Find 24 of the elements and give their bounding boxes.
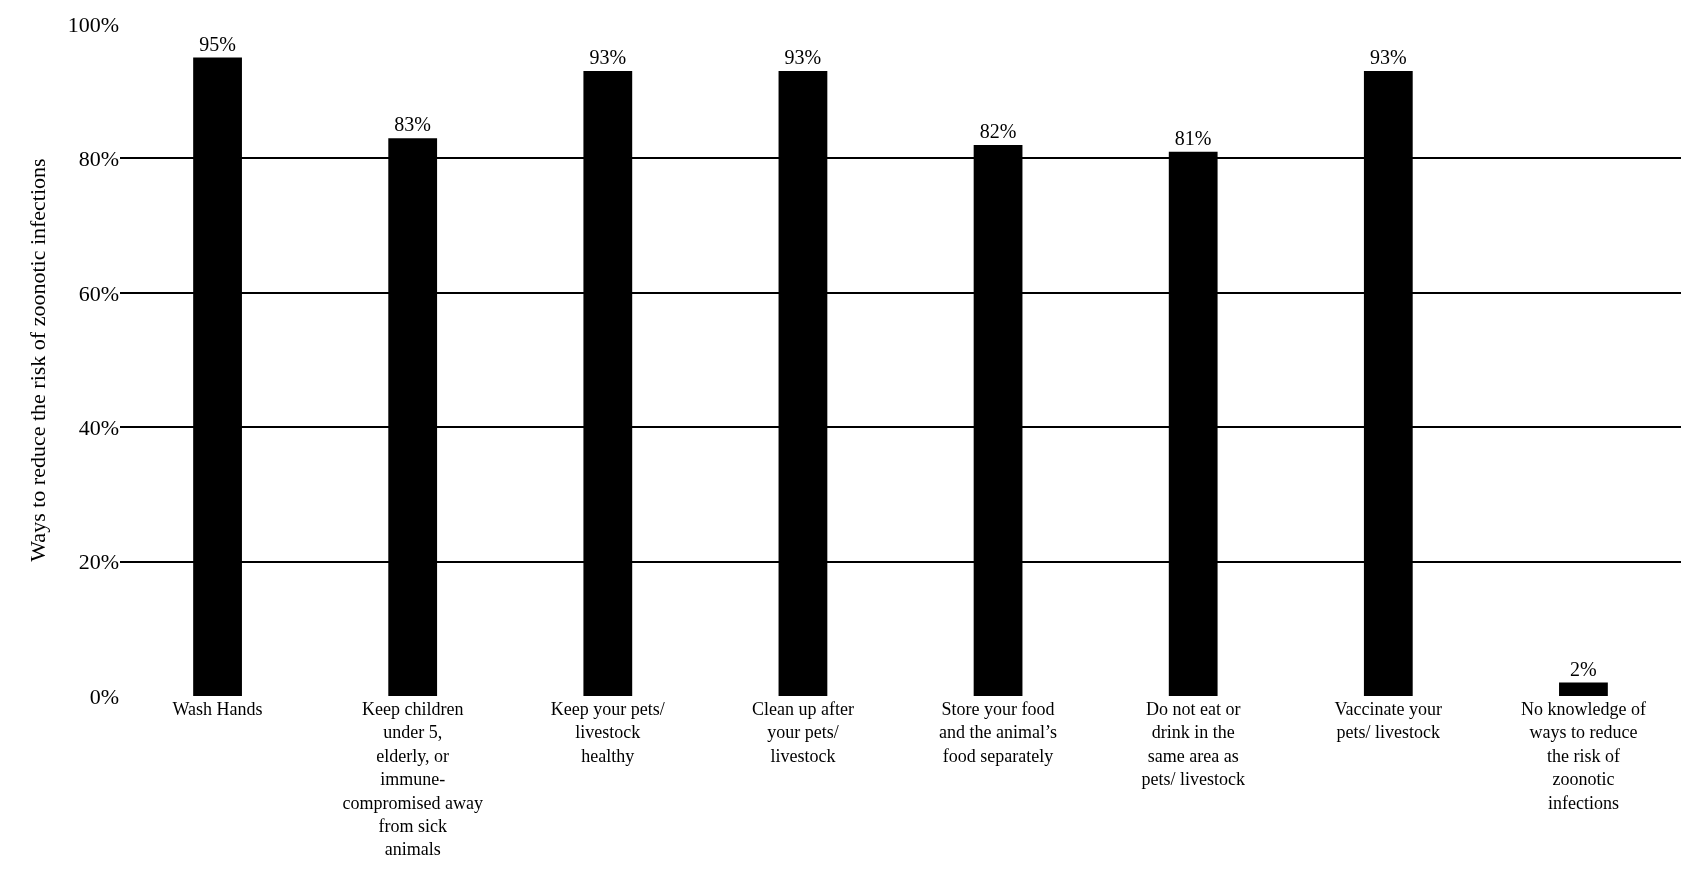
y-tick-label: 20% [78, 549, 119, 575]
data-label: 82% [979, 119, 1017, 142]
data-label: 83% [394, 113, 432, 136]
y-tick-label: 80% [78, 146, 119, 172]
x-tick-label: No knowledge of ways to reduce the risk of zoonotic infections [1520, 699, 1646, 813]
x-tick-label: Store your food and the animal’s food separately [939, 699, 1058, 766]
data-label: 93% [784, 46, 822, 69]
x-tick-label: Do not eat or drink in the same area as pets/ livestock [1141, 699, 1245, 790]
x-tick-label: Keep your pets/ livestock healthy [550, 699, 665, 766]
y-axis-title: Ways to reduce the risk of zoonotic infections [25, 158, 51, 562]
data-label: 93% [589, 46, 627, 69]
data-label: 81% [1174, 126, 1212, 149]
x-tick-label: Vaccinate your pets/ livestock [1334, 699, 1443, 743]
y-tick-label: 60% [78, 280, 119, 306]
bar [1559, 682, 1608, 696]
y-tick-label: 100% [67, 11, 119, 37]
x-tick-label: Clean up after your pets/ livestock [751, 699, 854, 766]
y-tick-label: 40% [78, 414, 119, 440]
data-label: 95% [199, 32, 236, 55]
x-tick-label: Wash Hands [172, 699, 263, 719]
data-label: 93% [1369, 46, 1407, 69]
x-tick-label: Keep children under 5, elderly, or immune-compromised away from sick animals [342, 699, 483, 860]
data-label: 2% [1570, 657, 1597, 680]
y-tick-label: 0% [89, 683, 119, 709]
